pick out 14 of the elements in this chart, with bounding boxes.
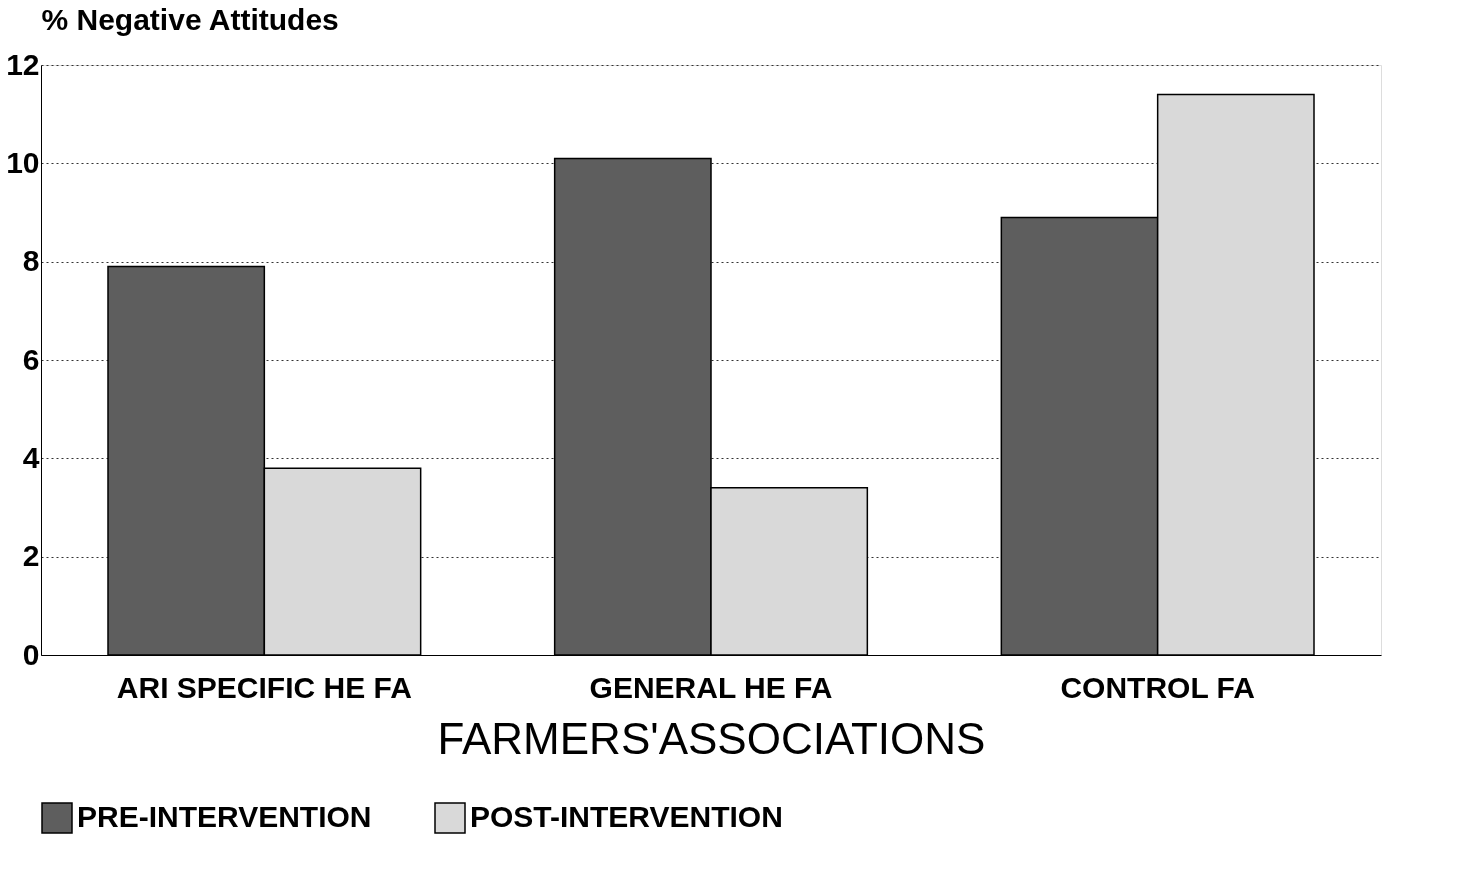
y-tick-label: 10 [6,145,40,179]
x-tick-label: CONTROL FA [1060,670,1255,704]
y-tick-label: 2 [22,539,40,573]
y-tick-label: 6 [22,342,40,376]
legend-label: PRE-INTERVENTION [77,800,372,833]
y-tick-label: 8 [22,244,40,278]
y-tick-label: 12 [6,47,40,81]
y-axis-title: % Negative Attitudes [41,2,339,36]
x-axis-title: FARMERS'ASSOCIATIONS [437,713,986,763]
y-tick-label: 4 [22,440,40,474]
x-tick-label: ARI SPECIFIC HE FA [116,670,412,704]
x-tick-label: GENERAL HE FA [589,670,833,704]
legend-label: POST-INTERVENTION [470,800,783,833]
y-tick-label: 0 [22,637,40,671]
